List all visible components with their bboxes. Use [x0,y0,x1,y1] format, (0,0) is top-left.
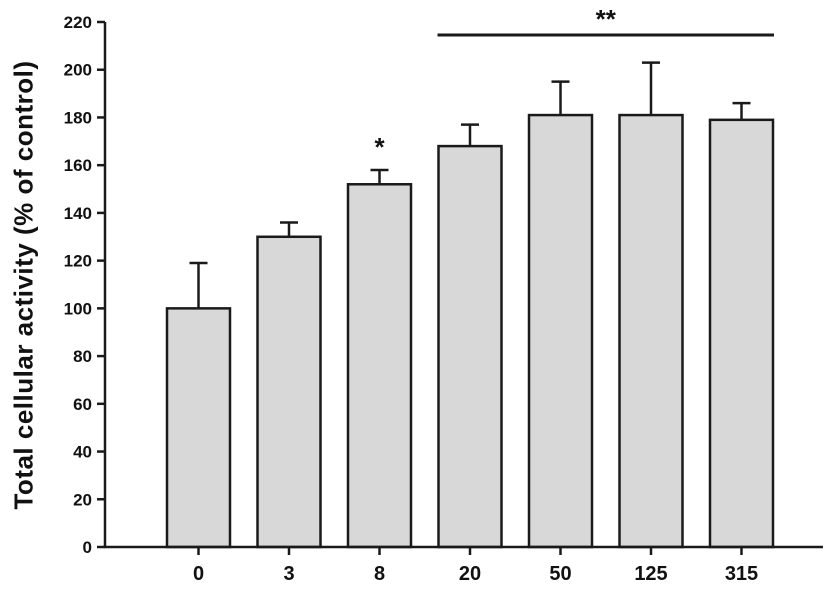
y-axis-label: Total cellular activity (% of control) [8,60,39,510]
bar [708,118,775,549]
y-tick-label: 160 [64,156,92,175]
bar [165,307,232,549]
y-tick-label: 20 [73,490,92,509]
y-tick-label: 80 [73,347,92,366]
y-tick-label: 120 [64,252,92,271]
bar [527,113,594,549]
y-tick-label: 100 [64,299,92,318]
y-tick-label: 180 [64,108,92,127]
y-tick-label: 40 [73,443,92,462]
x-tick-label: 125 [634,563,667,585]
bar [618,113,684,549]
y-tick-label: 140 [64,204,92,223]
significance-star: * [374,132,385,162]
bar [346,183,413,549]
x-tick-label: 50 [549,563,571,585]
y-tick-label: 60 [73,395,92,414]
y-tick-label: 0 [83,538,92,557]
x-tick-label: 20 [459,563,481,585]
x-tick-label: 3 [283,563,294,585]
x-tick-label: 0 [193,563,204,585]
bar [256,235,322,549]
bar [437,144,503,549]
significance-bracket-label: ** [596,4,617,34]
x-tick-label: 315 [725,563,758,585]
x-tick-label: 8 [374,563,385,585]
y-tick-label: 200 [64,61,92,80]
y-tick-label: 220 [64,13,92,32]
